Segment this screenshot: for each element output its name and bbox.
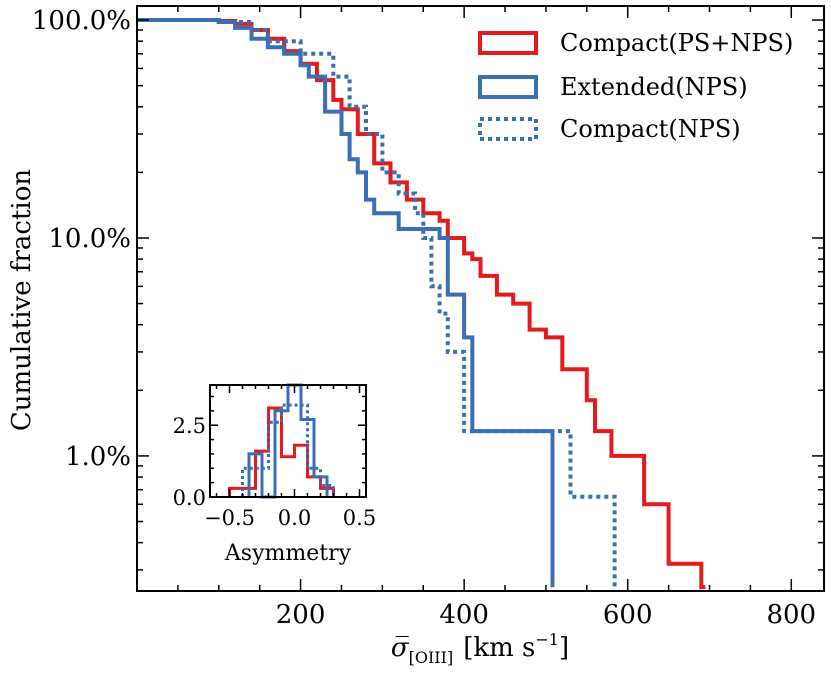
x-axis-subscript: [OIII] xyxy=(409,648,454,667)
x-axis-unit-close: ] xyxy=(559,633,569,663)
legend-swatch-2 xyxy=(478,75,538,99)
x-tick-label: 400 xyxy=(439,600,489,630)
series-line-3 xyxy=(137,18,617,588)
y-tick-label: 10.0% xyxy=(48,224,131,254)
main-plot: 200 400 600 800 100.0% 10.0% 1.0% xyxy=(32,5,825,630)
main-plot-frame xyxy=(136,5,825,592)
main-tick-group: 200 400 600 800 100.0% 10.0% 1.0% xyxy=(32,6,824,630)
inset-x-axis-title: Asymmetry xyxy=(224,541,352,566)
x-tick-label: 200 xyxy=(276,600,326,630)
inset-y-tick-label: 0.0 xyxy=(173,486,206,510)
legend-swatch-1 xyxy=(478,31,538,55)
inset-x-tick-label: 0.5 xyxy=(343,506,376,530)
legend-swatch-3 xyxy=(478,117,538,141)
series-line-1 xyxy=(137,18,706,590)
series-line-2 xyxy=(137,18,555,588)
inset-plot-frame xyxy=(209,384,367,498)
legend: Compact(PS+NPS) Extended(NPS) Compact(NPS) xyxy=(478,29,793,143)
x-tick-label: 800 xyxy=(766,600,816,630)
x-axis-symbol: σ̅ xyxy=(391,633,410,663)
x-axis-unit-exponent: −1 xyxy=(535,630,559,649)
inset-x-tick-label: −0.5 xyxy=(204,506,255,530)
inset-y-tick-label: 2.5 xyxy=(173,414,206,438)
y-tick-label: 1.0% xyxy=(65,442,131,472)
main-series-group xyxy=(137,18,706,590)
inset-hist-3 xyxy=(241,403,335,497)
y-axis-title: Cumulative fraction xyxy=(7,169,37,431)
inset-hist-2 xyxy=(247,383,329,499)
legend-label-2: Extended(NPS) xyxy=(560,73,748,101)
legend-label-1: Compact(PS+NPS) xyxy=(560,29,793,57)
legend-label-3: Compact(NPS) xyxy=(560,115,741,143)
x-axis-title: σ̅[OIII] [km s−1] xyxy=(391,630,569,667)
inset-x-tick-label: 0.0 xyxy=(278,506,311,530)
x-tick-label: 600 xyxy=(603,600,653,630)
x-axis-unit: [km s xyxy=(463,633,535,663)
y-tick-label: 100.0% xyxy=(32,6,131,36)
inset-series-group xyxy=(228,383,335,499)
inset-histogram: −0.5 0.0 0.50.02.5 Asymmetry xyxy=(173,383,376,566)
